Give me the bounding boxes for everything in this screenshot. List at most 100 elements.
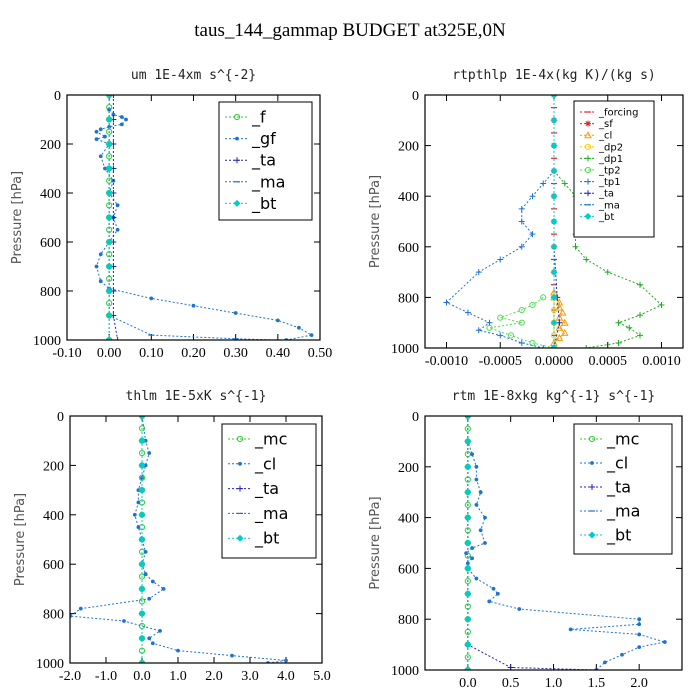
series-bt-point <box>138 536 146 543</box>
x-tick-label: 5.0 <box>313 669 331 684</box>
legend-entry-bt-label: _bt <box>606 526 631 546</box>
series-cl-point <box>637 632 642 637</box>
series-bt-point <box>550 293 558 301</box>
series-gf-point <box>297 325 301 330</box>
series-dp1-point <box>615 339 622 346</box>
series-cl-point <box>465 561 470 566</box>
series-bt-point <box>464 416 472 420</box>
series-cl-point <box>78 606 83 611</box>
series-bt-point <box>138 585 146 593</box>
series-bt-point <box>138 659 146 663</box>
series-cl-line <box>553 292 566 344</box>
series-cl-point <box>495 591 500 596</box>
series-bt-point <box>464 514 472 522</box>
series-tp1-point <box>465 309 471 316</box>
series-tp2-point <box>518 306 525 314</box>
series-cl-point <box>470 556 475 561</box>
series-dp1-point <box>615 319 622 326</box>
legend-entry-bt-marker <box>236 534 244 542</box>
legend-entry-forcing-label: _forcing <box>598 108 639 119</box>
legend-entry-cl-label: _cl <box>598 131 612 142</box>
panel-2: rtpthlp 1E-4x(kg K)/(kg s) Pressure [hPa]… <box>368 68 684 369</box>
y-tick-label: 0 <box>57 410 64 425</box>
series-cl-point <box>161 587 166 591</box>
series-dp1-point <box>626 324 633 331</box>
x-tick-label: 0.00 <box>97 346 122 361</box>
series-cl-point <box>560 328 569 336</box>
y-tick-label: 1000 <box>391 664 419 679</box>
series-cl-point <box>474 477 479 482</box>
legend-entry-dp1-marker <box>585 155 591 162</box>
legend-entry-cl-marker <box>238 461 242 466</box>
series-bt-point <box>464 463 472 471</box>
series-cl-point <box>147 596 152 601</box>
x-tick-label: 2.0 <box>630 676 648 691</box>
series-tp1-point <box>518 205 525 212</box>
legend-entry-tp1-label: _tp1 <box>598 177 621 188</box>
series-bt-point <box>138 610 146 618</box>
series-bt-point <box>550 142 558 150</box>
x-tick-label: 0.10 <box>139 346 164 361</box>
legend-entry-tp1-marker <box>585 178 591 185</box>
x-tick-label: 0.5 <box>502 676 520 691</box>
y-tick-label: 600 <box>398 562 419 577</box>
series-bt-point <box>138 560 146 568</box>
series-bt-point <box>550 167 558 175</box>
x-tick-label: -1.0 <box>95 669 117 684</box>
legend-entry-f-marker <box>233 113 241 121</box>
legend-entry-gf-marker <box>235 136 239 141</box>
legend-entry-ma-label: _ma <box>606 502 640 522</box>
x-tick-label: 0.0005 <box>589 354 628 369</box>
y-tick-label: 600 <box>40 236 61 251</box>
series-mc-point <box>464 501 471 508</box>
series-cl-point <box>478 528 483 533</box>
legend-entry-tp2-marker <box>584 166 592 174</box>
y-tick-label: 1000 <box>33 334 61 349</box>
y-tick-label: 400 <box>40 187 61 202</box>
series-bt-point <box>550 192 558 200</box>
series-cl-point <box>474 576 479 581</box>
series-bt-point <box>105 312 113 319</box>
x-tick-label: 4.0 <box>277 669 295 684</box>
series-gf-point <box>191 303 196 308</box>
plot-frame <box>424 94 684 349</box>
legend-entry-dp2-marker <box>584 143 592 150</box>
series-bt-point <box>105 95 113 99</box>
x-tick-label: -0.10 <box>52 346 81 361</box>
series-group <box>464 416 667 670</box>
figure-title: taus_144_gammap BUDGET at325E,0N <box>194 20 506 41</box>
y-axis-label: Pressure [hPa] <box>10 171 25 264</box>
series-dp1-point <box>561 180 568 187</box>
series-tp1-point <box>518 218 525 225</box>
series-dp1-point <box>604 269 611 276</box>
y-tick-label: 200 <box>40 138 61 153</box>
series-bt-point <box>464 641 472 649</box>
y-tick-label: 1000 <box>36 657 64 672</box>
series-dp1-point <box>637 281 643 288</box>
series-cl-point <box>143 438 148 443</box>
legend-entry-bt-label: _bt <box>254 529 279 549</box>
series-bt-point <box>464 564 472 572</box>
plot-frame <box>66 94 321 341</box>
series-gf-point <box>98 154 103 159</box>
legend-entry-ta-label: _ta <box>598 189 614 200</box>
series-ta-point <box>593 667 600 670</box>
series-tp2-point <box>507 332 515 339</box>
series-ta-point <box>114 337 121 340</box>
series-cl-point <box>620 652 624 657</box>
series-gf-point <box>103 134 107 139</box>
series-gf-point <box>233 311 238 315</box>
series-cl-point <box>150 579 155 584</box>
series-cl-point <box>143 572 148 576</box>
x-tick-label: 0.0 <box>133 669 151 684</box>
series-gf-point <box>98 252 103 257</box>
panel-1: um 1E-4xm s^{-2} Pressure [hPa] 0 200 400 600… <box>10 68 332 361</box>
y-tick-label: 400 <box>398 190 419 205</box>
legend-entry-bt-label: _bt <box>251 194 276 214</box>
y-axis-label: Pressure [hPa] <box>368 496 383 589</box>
legend-entry-cl-marker <box>584 131 592 139</box>
y-tick-label: 800 <box>398 291 419 306</box>
y-tick-label: 1000 <box>391 342 419 357</box>
series-tp1-point <box>497 332 504 339</box>
